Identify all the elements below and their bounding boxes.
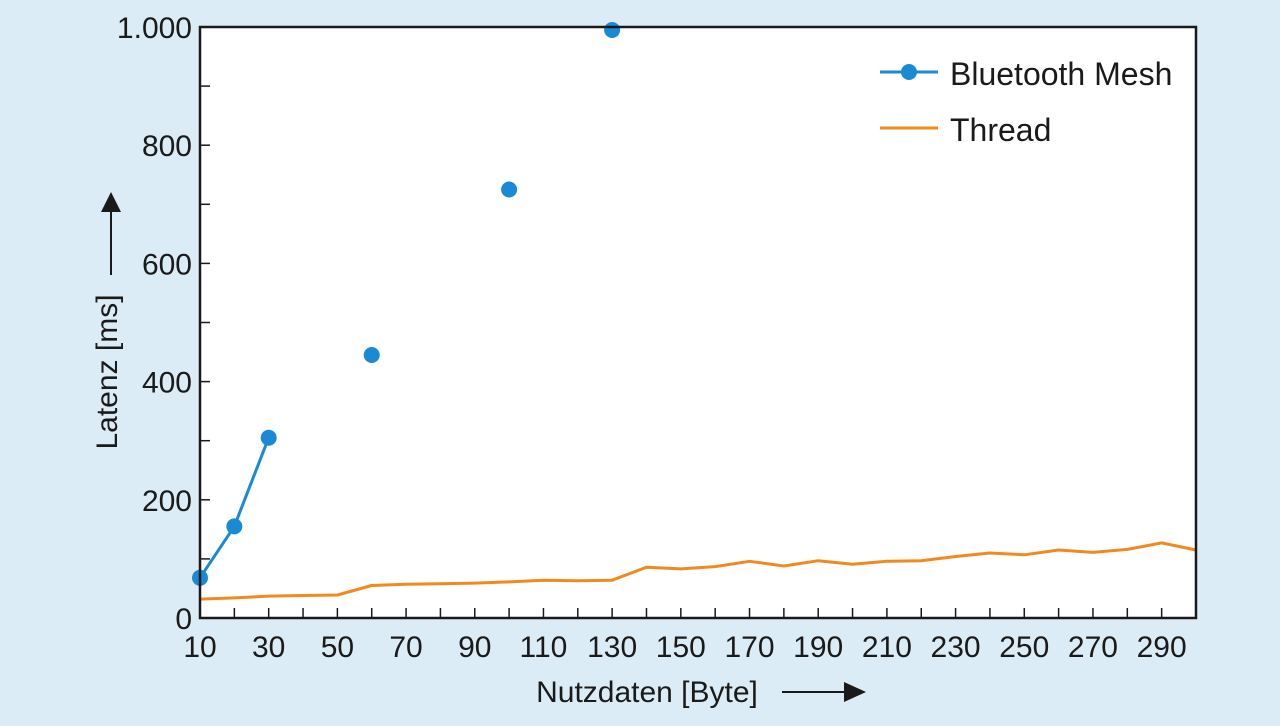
x-axis-arrow-head [844,682,866,702]
data-point-bluetooth-mesh [363,347,380,364]
legend-label-bluetooth-mesh: Bluetooth Mesh [950,56,1172,92]
y-tick-label: 1.000 [117,12,192,45]
plot-content [192,21,1197,601]
x-tick-label: 230 [931,631,981,664]
x-tick-label: 50 [321,631,354,664]
y-tick-label: 200 [142,485,192,518]
x-tick-label: 190 [793,631,843,664]
data-point-bluetooth-mesh [260,429,277,446]
y-tick-label: 400 [142,367,192,400]
x-axis-label: Nutzdaten [Byte] [536,676,758,709]
legend-item-thread: Thread [880,112,1051,148]
x-tick-label: 270 [1068,631,1118,664]
x-tick-label: 70 [389,631,422,664]
series-line-thread [199,541,1197,601]
axis-ticks: 10 30 50 70 90 110 130 150 170 190 210 230 250 270 290… [117,12,1197,664]
x-tick-label: 90 [458,631,491,664]
x-tick-label: 150 [656,631,706,664]
legend: Bluetooth Mesh Thread [880,56,1172,148]
x-tick-label: 250 [999,631,1049,664]
y-axis-arrow-head [101,192,121,212]
x-tick-label: 10 [183,631,216,664]
x-tick-label: 130 [587,631,637,664]
x-tick-label: 30 [252,631,285,664]
y-axis-title-group: Latenz [ms] [91,192,124,450]
data-point-bluetooth-mesh [604,21,621,38]
legend-bluetooth-marker [901,64,917,80]
plot-area [200,27,1196,618]
legend-item-bluetooth-mesh: Bluetooth Mesh [880,56,1172,92]
legend-label-thread: Thread [950,112,1051,148]
x-axis-title-group: Nutzdaten [Byte] [536,676,866,709]
y-axis-label: Latenz [ms] [91,294,124,449]
data-point-bluetooth-mesh [226,518,243,535]
x-tick-label: 290 [1137,631,1187,664]
y-tick-label: 600 [142,248,192,281]
x-tick-label: 210 [862,631,912,664]
x-tick-label: 170 [724,631,774,664]
data-point-bluetooth-mesh [501,181,518,198]
y-tick-label: 0 [175,603,192,636]
x-tick-label: 110 [520,631,568,664]
y-tick-label: 800 [142,130,192,163]
